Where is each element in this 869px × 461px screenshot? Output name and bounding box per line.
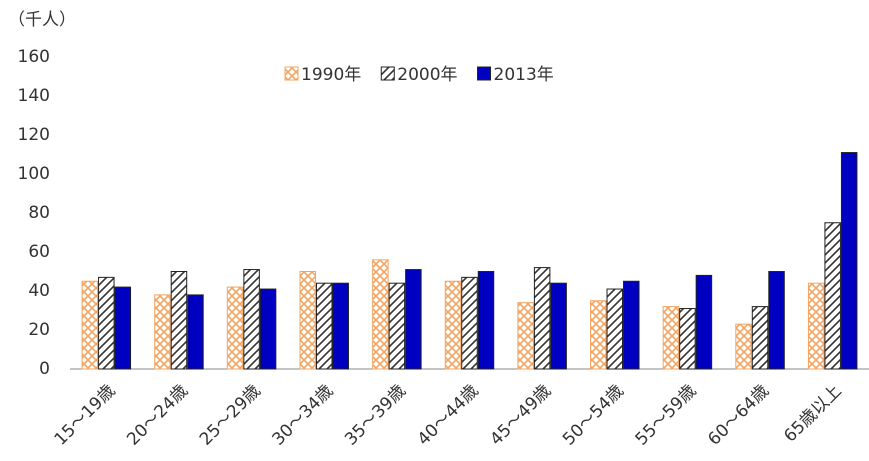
bar: [461, 276, 478, 370]
bar: [299, 271, 316, 370]
y-tick-label: 80: [28, 203, 50, 223]
x-tick-label: 60～64歳: [704, 381, 773, 450]
legend-label: 2013年: [494, 65, 554, 85]
bar: [187, 294, 204, 370]
bar: [444, 280, 462, 370]
bar: [735, 323, 752, 370]
x-tick-label: 45～49歳: [486, 381, 555, 450]
x-tick-label: 15～19歳: [51, 381, 120, 450]
bar: [315, 282, 333, 370]
bar: [533, 267, 551, 370]
bar: [154, 294, 171, 370]
x-tick-label: 25～29歳: [196, 381, 265, 450]
x-tick-label: 50～54歳: [559, 381, 628, 450]
bar: [332, 282, 349, 370]
y-tick-label: 40: [28, 281, 50, 301]
x-tick-label: 55～59歳: [632, 381, 701, 450]
bar: [695, 274, 713, 370]
y-tick-label: 20: [28, 320, 50, 340]
bar: [388, 282, 406, 370]
bar: [824, 222, 841, 370]
y-tick-label: 140: [18, 86, 50, 106]
legend-label: 2000年: [397, 65, 457, 85]
y-tick-label: 120: [18, 125, 50, 145]
bar: [226, 286, 244, 370]
bar: [372, 259, 389, 370]
y-tick-label: 0: [39, 359, 50, 379]
bar: [768, 271, 785, 370]
bar: [170, 271, 188, 370]
y-tick-label: 160: [18, 47, 50, 67]
legend-swatch: [284, 66, 299, 81]
bar: [114, 286, 132, 370]
legend-swatch: [477, 66, 492, 81]
bar: [623, 280, 640, 370]
bar: [550, 282, 567, 370]
y-tick-label: 60: [28, 242, 50, 262]
bar: [751, 306, 769, 370]
bar: [807, 282, 825, 370]
bar: [243, 269, 260, 370]
bar: [405, 269, 422, 370]
unit-label: （千人）: [8, 10, 76, 30]
y-tick-label: 100: [18, 164, 50, 184]
bar: [679, 308, 696, 370]
bar: [81, 280, 99, 370]
bar: [840, 152, 858, 370]
bar: [662, 306, 680, 370]
bar: [98, 276, 115, 370]
bar: [590, 300, 607, 370]
legend-swatch: [380, 66, 395, 81]
bar: [606, 288, 624, 370]
bar: [259, 288, 277, 370]
x-tick-label: 65歳以上: [780, 381, 846, 447]
x-tick-label: 20～24歳: [123, 381, 192, 450]
x-tick-label: 30～34歳: [269, 381, 338, 450]
legend-label: 1990年: [301, 65, 361, 85]
x-tick-label: 35～39歳: [341, 381, 410, 450]
bar: [477, 271, 495, 370]
bar: [517, 302, 534, 370]
x-tick-label: 40～44歳: [414, 381, 483, 450]
